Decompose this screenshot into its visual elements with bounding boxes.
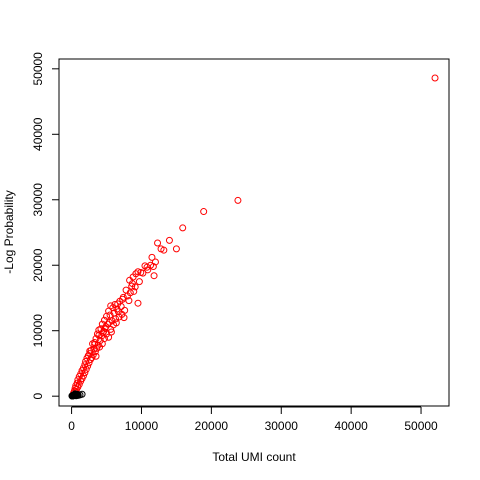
data-point-red — [123, 292, 131, 300]
x-tick-label: 50000 — [404, 419, 438, 433]
data-point-red — [134, 268, 142, 276]
data-point-red — [77, 377, 85, 385]
data-point-red — [118, 310, 126, 318]
data-point-red — [179, 224, 187, 232]
data-point-red — [84, 362, 92, 370]
data-point-red — [135, 278, 143, 286]
data-point-red — [150, 272, 158, 280]
data-point-black — [72, 392, 80, 400]
data-point-red — [431, 74, 439, 82]
data-point-red — [106, 311, 114, 319]
data-point-red — [105, 333, 113, 341]
data-point-red — [112, 319, 120, 327]
data-point-red — [88, 354, 96, 362]
data-point-red — [112, 315, 120, 323]
data-point-red — [157, 245, 165, 253]
y-tick-label: 10000 — [31, 314, 45, 348]
data-point-red — [105, 318, 113, 326]
data-point-red — [172, 245, 180, 253]
x-tick-label: 20000 — [195, 419, 229, 433]
data-point-red — [165, 236, 173, 244]
x-axis-label: Total UMI count — [212, 450, 296, 464]
data-point-red — [81, 369, 89, 377]
data-point-red — [103, 312, 111, 320]
data-point-red — [234, 196, 242, 204]
y-axis-label: -Log Probability — [2, 190, 16, 273]
x-tick-label: 0 — [68, 419, 75, 433]
data-point-red — [139, 269, 147, 277]
data-point-red — [82, 365, 90, 373]
data-point-red — [92, 352, 100, 360]
x-tick-label: 30000 — [265, 419, 299, 433]
data-point-red — [91, 340, 99, 348]
data-point-red — [82, 357, 90, 365]
data-point-red — [149, 263, 157, 271]
y-tick-label: 50000 — [31, 52, 45, 86]
data-point-red — [85, 359, 93, 367]
y-tick-label: 0 — [31, 393, 45, 400]
x-tick-label: 10000 — [125, 419, 159, 433]
data-point-red — [154, 239, 162, 247]
y-tick-label: 40000 — [31, 117, 45, 151]
y-tick-label: 30000 — [31, 183, 45, 217]
x-tick-label: 40000 — [334, 419, 368, 433]
data-point-red — [86, 347, 94, 355]
data-point-red — [125, 297, 133, 305]
data-point-red — [83, 354, 91, 362]
x-axis: 0 10000 20000 30000 40000 50000 — [68, 406, 438, 433]
data-point-red — [134, 299, 142, 307]
data-point-red — [200, 208, 208, 216]
y-axis: 0 10000 20000 30000 40000 50000 — [31, 52, 60, 400]
data-point-red — [128, 282, 136, 290]
data-point-red — [101, 324, 109, 332]
y-tick-label: 20000 — [31, 248, 45, 282]
data-point-red — [99, 329, 107, 337]
data-point-red — [151, 258, 159, 266]
data-point-red — [107, 328, 115, 336]
data-point-red — [144, 266, 152, 274]
data-point-red — [148, 253, 156, 261]
data-points — [68, 74, 439, 400]
data-point-red — [131, 283, 139, 291]
